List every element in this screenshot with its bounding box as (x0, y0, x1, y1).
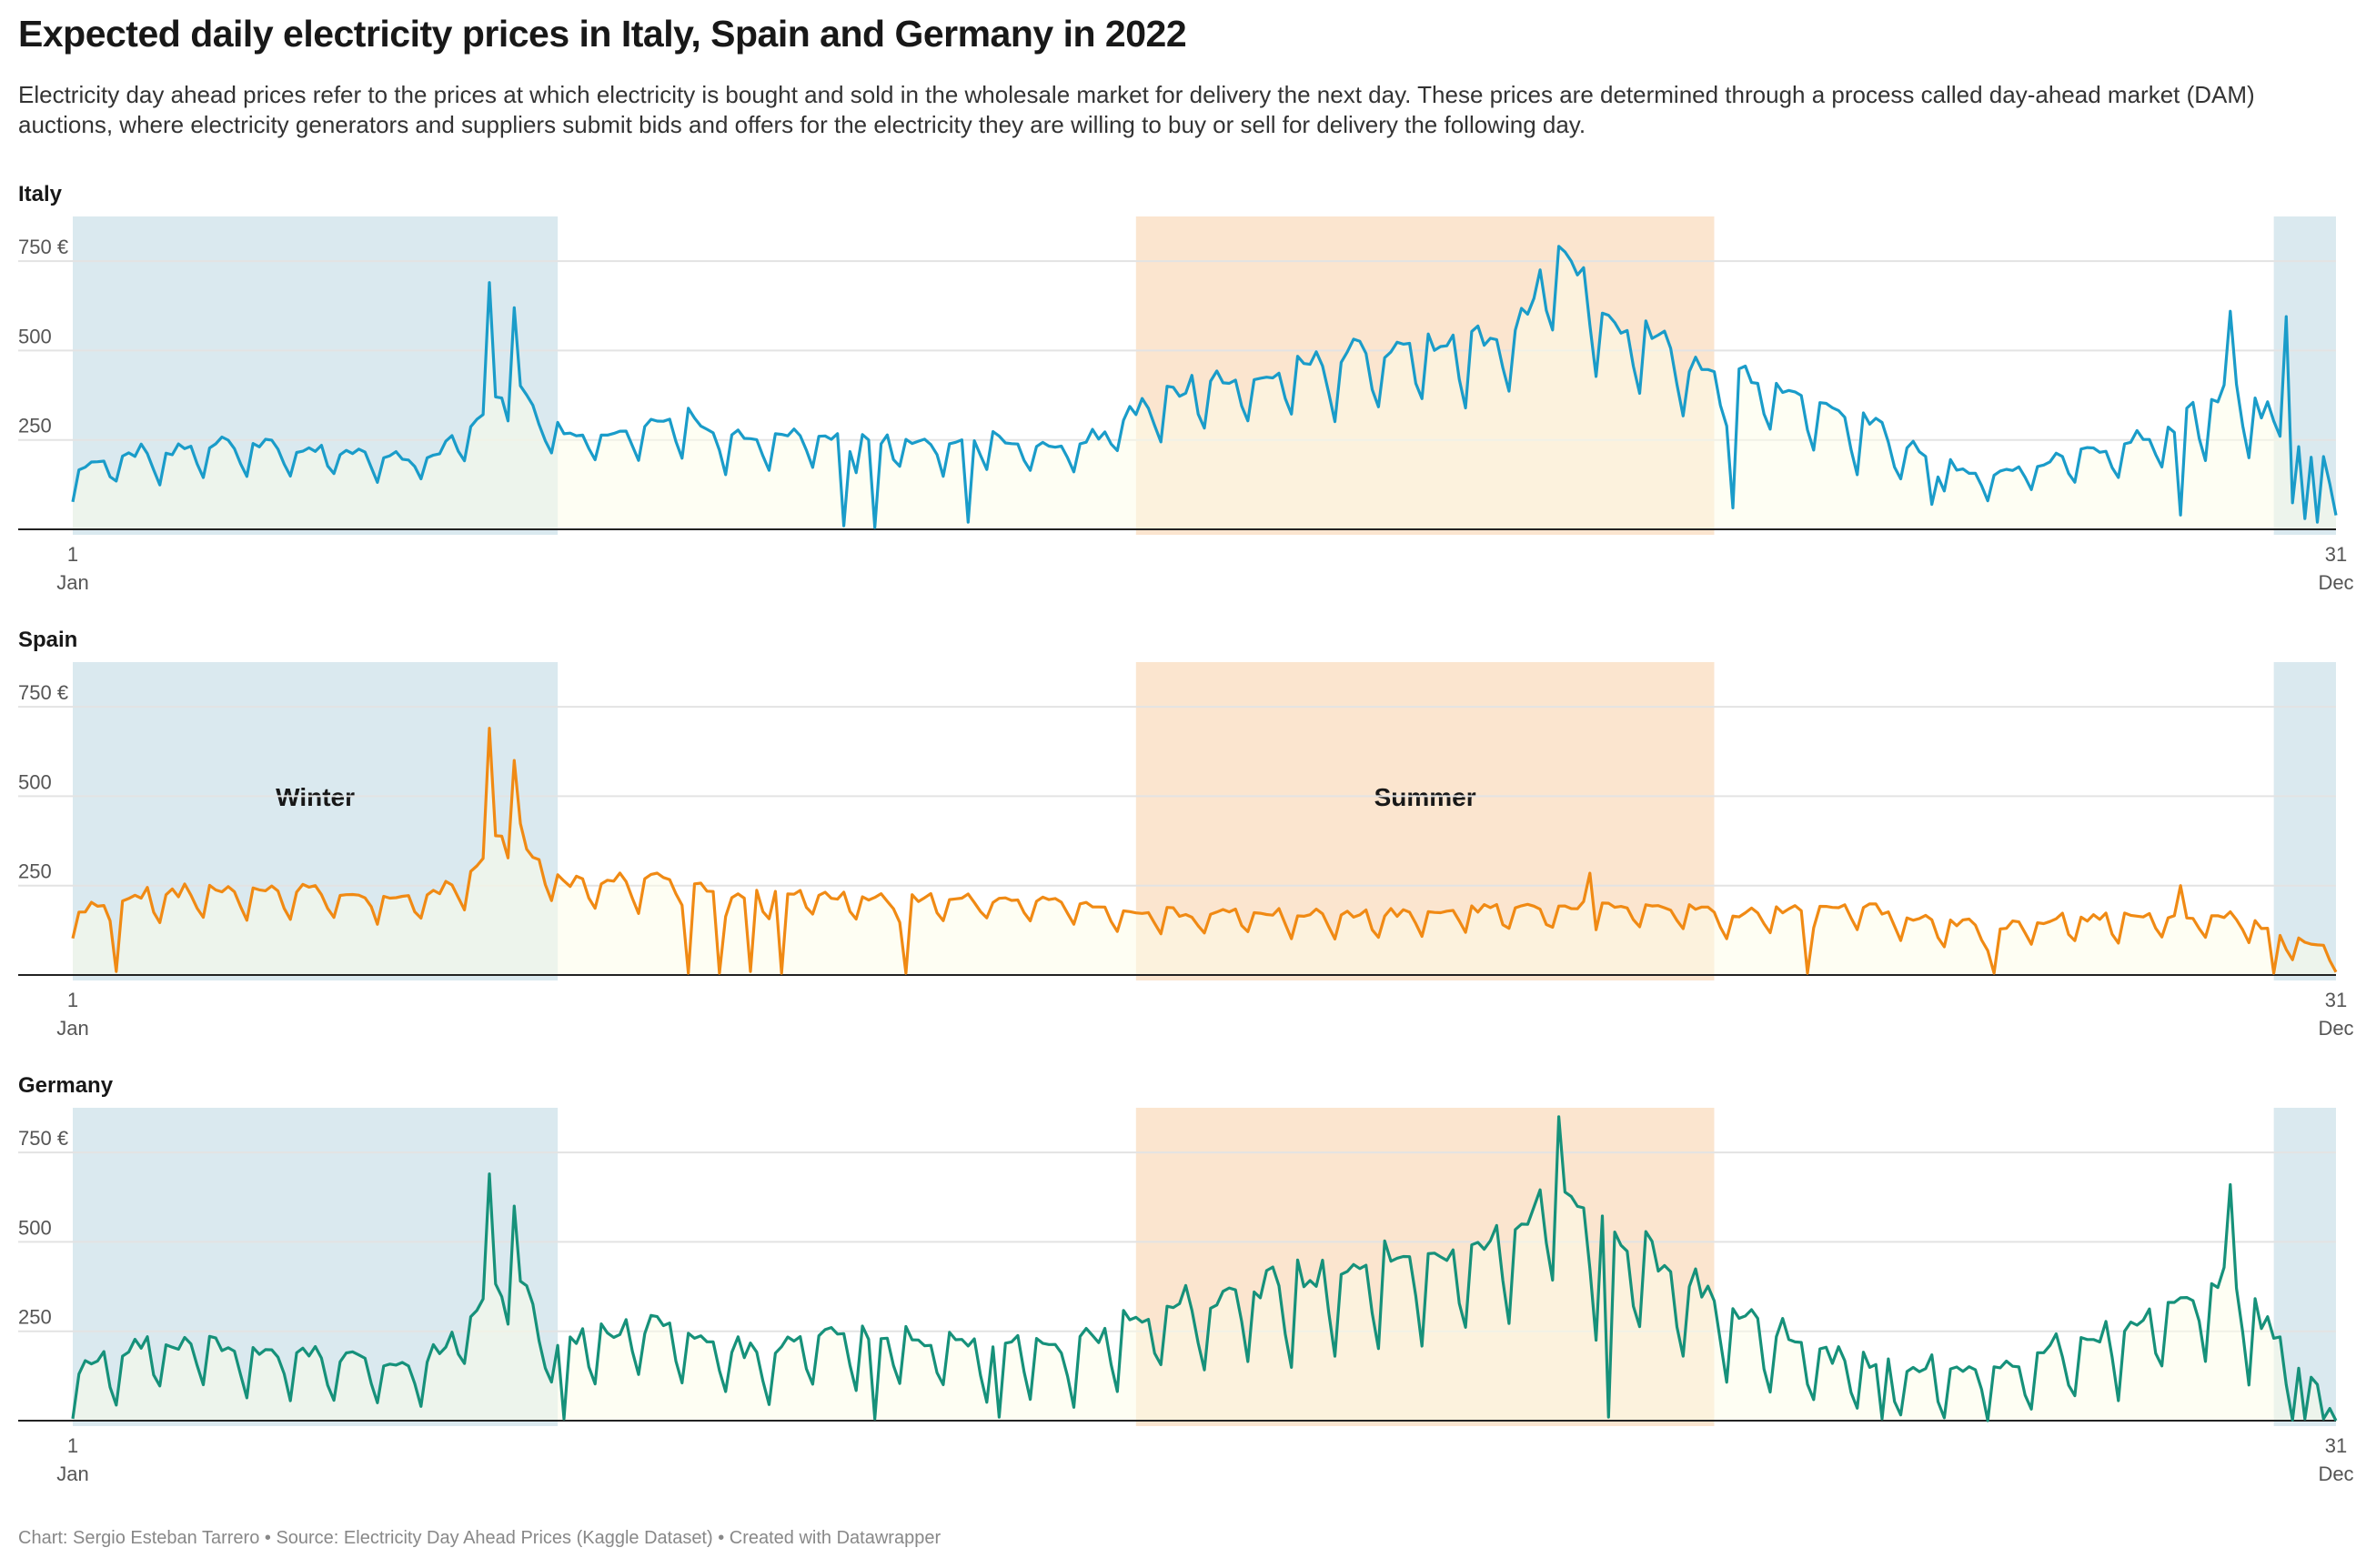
series-area (73, 246, 2336, 529)
panel-title-spain: Spain (18, 628, 78, 652)
y-tick-label: 250 (18, 860, 52, 883)
x-tick-label-month: Jan (56, 1017, 88, 1040)
y-tick-label: 750 € (18, 236, 68, 258)
x-tick-label: 1 (67, 989, 78, 1011)
x-tick-label: 1 (67, 1434, 78, 1457)
y-tick-label: 500 (18, 325, 52, 347)
series-line (71, 727, 2338, 975)
spain-panel: Spain Winter Summer 250 500 750 € 1 Jan 31 Dec (0, 628, 2356, 1073)
panel-title-germany: Germany (18, 1073, 114, 1098)
panel-title-italy: Italy (18, 182, 63, 206)
season-label-winter: Winter (276, 783, 355, 811)
chart-title: Expected daily electricity prices in Ita… (18, 13, 1187, 55)
y-tick-label: 500 (18, 1216, 52, 1239)
x-tick-label: 31 (2325, 1434, 2347, 1457)
spain-chart: Winter Summer 250 500 750 € 1 Jan 31 Dec (18, 662, 2354, 1040)
series-area (73, 728, 2336, 975)
y-tick-label: 750 € (18, 681, 68, 704)
footer-credits: Chart: Sergio Esteban Tarrero • Source: … (18, 1528, 941, 1548)
x-tick-label: 1 (67, 543, 78, 566)
chart-subtitle: Electricity day ahead prices refer to th… (18, 81, 2255, 138)
y-tick-label: 250 (18, 1306, 52, 1329)
x-tick-label-month: Dec (2318, 1017, 2353, 1040)
x-tick-label-month: Dec (2318, 571, 2353, 594)
x-tick-label: 31 (2325, 543, 2347, 566)
series-area (73, 1116, 2336, 1421)
x-tick-label-month: Dec (2318, 1462, 2353, 1485)
germany-chart: 250 500 750 € 1 Jan 31 Dec (18, 1108, 2354, 1485)
y-tick-label: 500 (18, 770, 52, 793)
season-band-winter (2273, 662, 2336, 980)
series-line (71, 245, 2338, 529)
italy-panel: Italy 250 500 750 € 1 Jan 31 Dec (0, 182, 2356, 628)
y-tick-label: 250 (18, 415, 52, 437)
x-tick-label: 31 (2325, 989, 2347, 1011)
x-tick-label-month: Jan (56, 571, 88, 594)
germany-panel: Germany 250 500 750 € 1 Jan 31 Dec (0, 1073, 2356, 1519)
series-line (71, 1115, 2338, 1422)
y-tick-label: 750 € (18, 1127, 68, 1150)
x-tick-label-month: Jan (56, 1462, 88, 1485)
italy-chart: 250 500 750 € 1 Jan 31 Dec (18, 216, 2354, 594)
season-label-summer: Summer (1374, 783, 1476, 811)
